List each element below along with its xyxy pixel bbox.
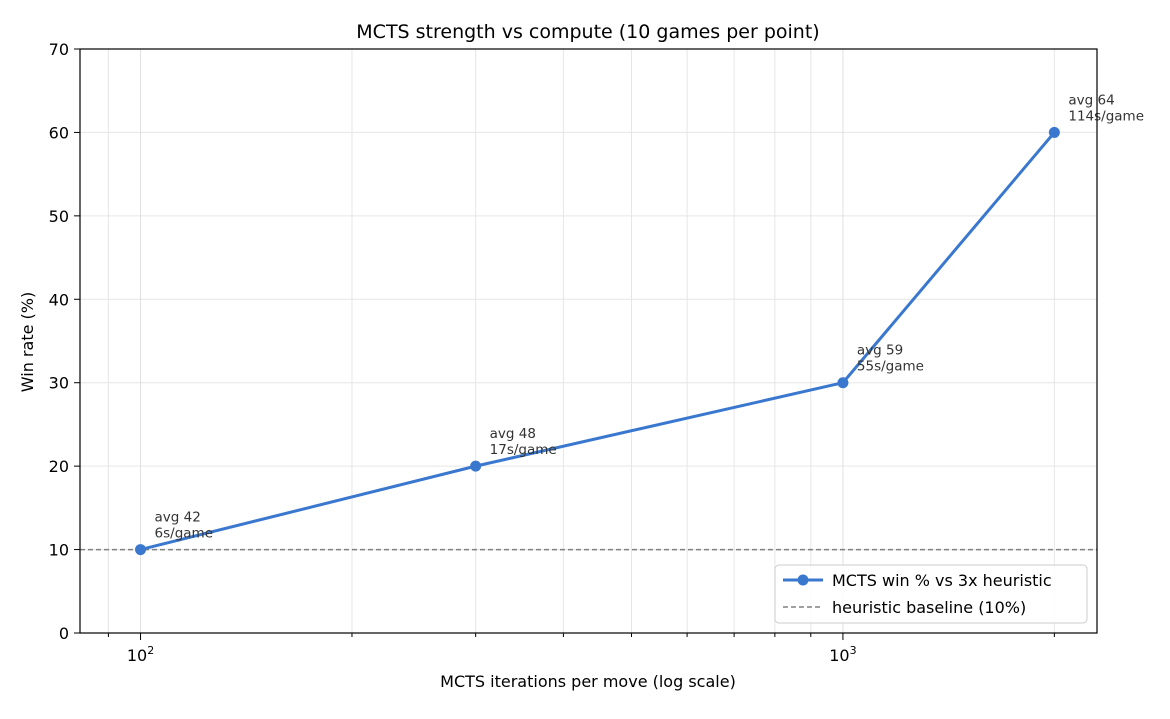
point-annotation: avg 48 17s/game	[490, 426, 557, 458]
series-line	[140, 131, 1056, 552]
data-point	[470, 460, 482, 472]
x-axis-ticks: 102 103	[107, 633, 1055, 665]
y-tick-label: 10	[49, 541, 69, 560]
annotations: avg 42 6s/game avg 48 17s/game avg 59 55s/gam…	[155, 92, 1144, 541]
x-tick-label: 103	[829, 644, 856, 665]
y-tick-label: 50	[49, 207, 69, 226]
plot-frame	[79, 48, 1098, 634]
point-annotation: avg 64 114s/game	[1068, 92, 1144, 124]
y-tick-label: 0	[59, 624, 69, 643]
y-tick-label: 40	[49, 290, 69, 309]
x-tick-label: 102	[127, 644, 154, 665]
y-tick-label: 60	[49, 123, 69, 142]
data-point	[837, 377, 849, 389]
y-axis-ticks: 0 10 20 30 40 50 60 70	[49, 40, 80, 643]
y-tick-label: 30	[49, 374, 69, 393]
legend-box	[774, 564, 1088, 624]
data-point	[1048, 126, 1060, 138]
series-layer	[135, 126, 1060, 556]
legend-label-series: MCTS win % vs 3x heuristic	[832, 571, 1052, 590]
legend-marker-swatch	[797, 574, 809, 586]
y-tick-label: 20	[49, 457, 69, 476]
y-axis-label: Win rate (%)	[18, 292, 37, 392]
point-annotation: avg 59 55s/game	[857, 343, 924, 375]
grid	[80, 48, 1097, 634]
point-annotation: avg 42 6s/game	[155, 510, 213, 542]
chart-title: MCTS strength vs compute (10 games per p…	[356, 21, 819, 43]
data-point	[135, 544, 147, 556]
legend-label-baseline: heuristic baseline (10%)	[832, 598, 1026, 617]
legend: MCTS win % vs 3x heuristic heuristic base…	[774, 564, 1088, 624]
y-tick-label: 70	[49, 40, 69, 59]
x-axis-label: MCTS iterations per move (log scale)	[440, 672, 736, 691]
